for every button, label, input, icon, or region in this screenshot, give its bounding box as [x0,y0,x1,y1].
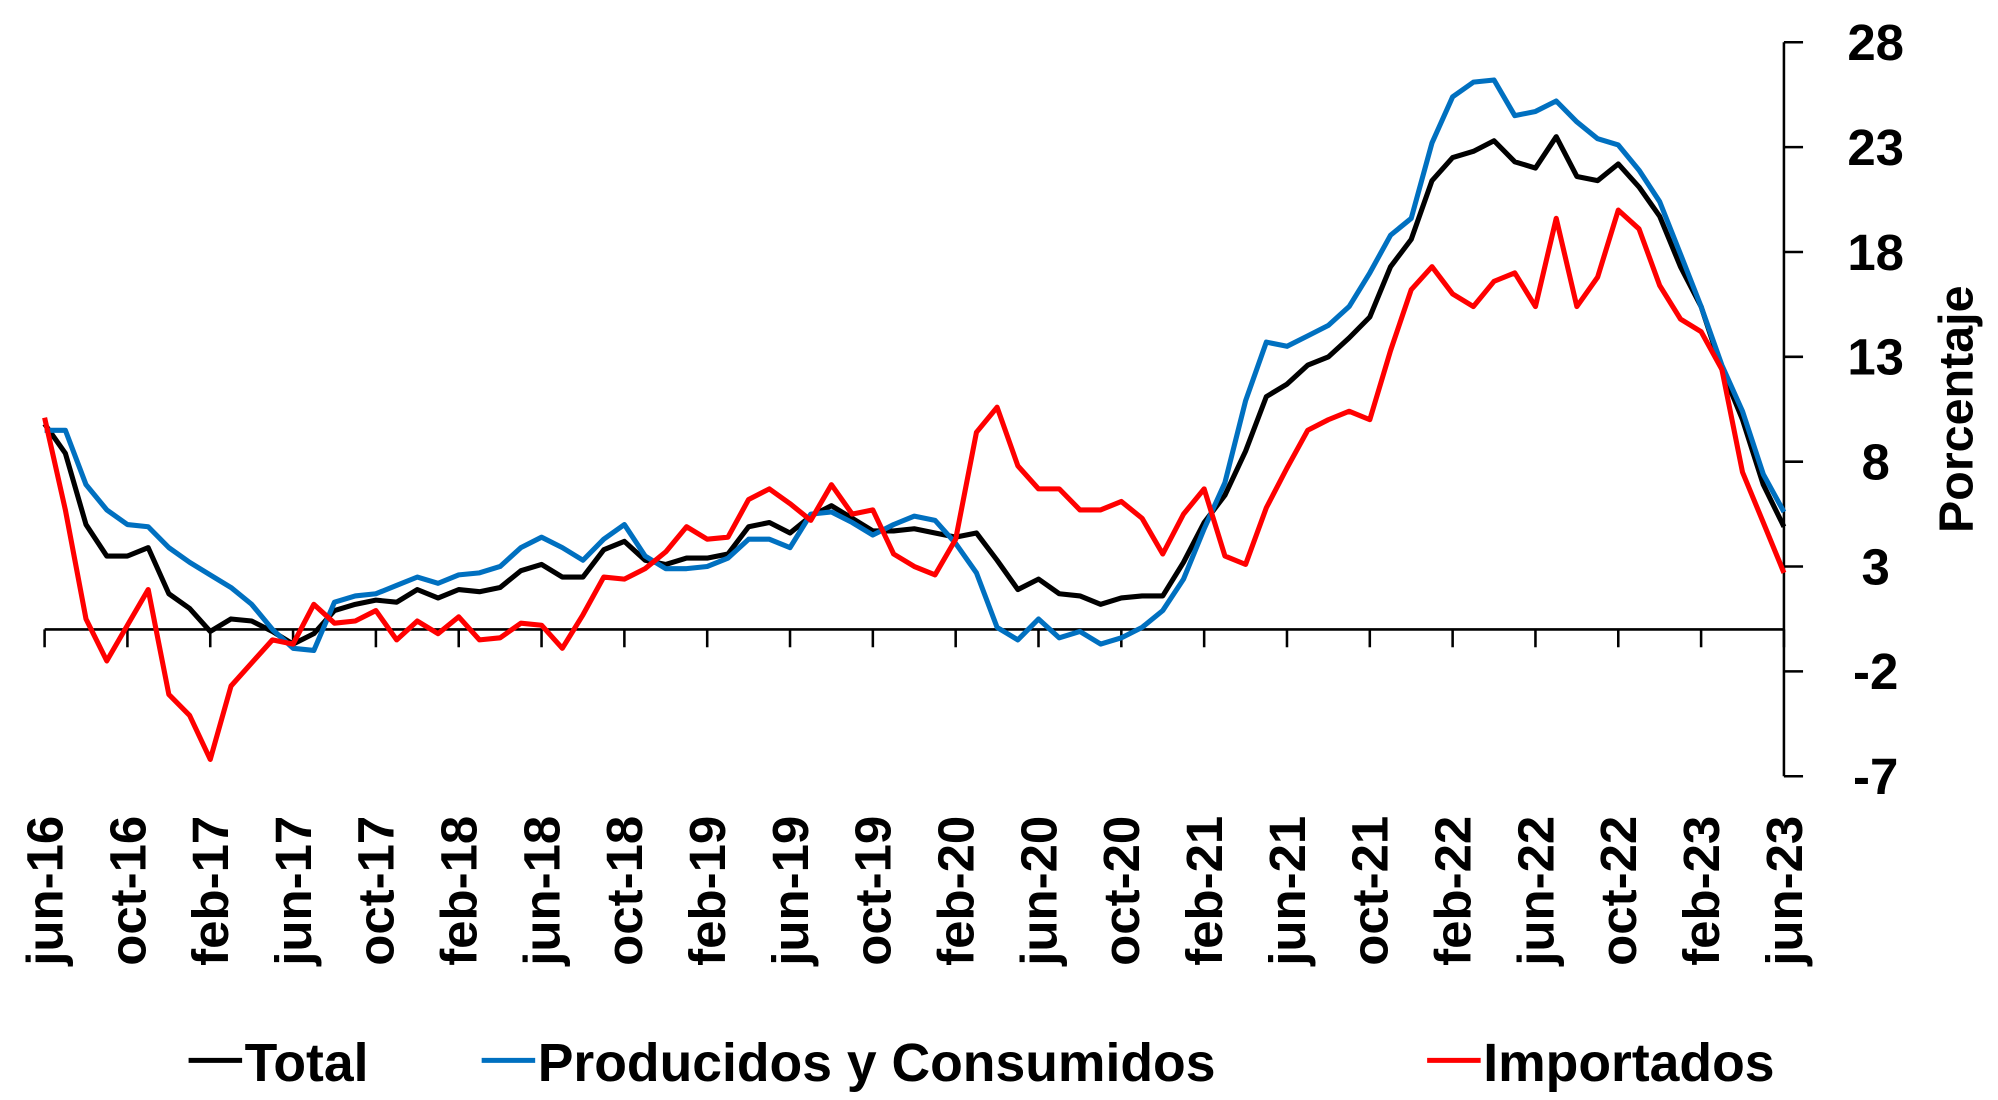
x-tick-label: feb-20 [928,816,985,966]
y-tick-label: -2 [1853,643,1898,700]
x-tick-label: jun-21 [1259,816,1316,967]
legend-label: Total [245,1034,369,1093]
x-tick-label: jun-20 [1010,816,1067,967]
x-tick-label: oct-16 [99,816,156,966]
legend-label: Importados [1483,1034,1774,1093]
y-tick-label: 13 [1847,329,1904,386]
x-tick-label: jun-23 [1756,816,1813,967]
legend-item: Total [188,1034,369,1093]
series-line [42,207,1787,762]
x-tick-label: feb-21 [1176,816,1233,966]
x-tick-label: jun-17 [265,816,322,967]
x-tick-label: oct-20 [1093,816,1150,966]
y-tick-label: 8 [1862,434,1890,491]
y-tick-label: 23 [1847,119,1904,176]
legend-item: Importados [1427,1034,1775,1093]
x-tick-label: feb-22 [1424,816,1481,966]
x-tick-label: jun-16 [16,816,73,967]
x-tick-label: jun-22 [1507,816,1564,967]
series-line [44,77,1787,654]
legend-item: Producidos y Consumidos [481,1034,1216,1093]
x-tick-label: feb-23 [1673,816,1730,966]
x-tick-label: feb-19 [679,816,736,966]
y-tick-label: -7 [1853,748,1898,805]
x-tick-label: feb-18 [431,816,488,966]
y-tick-label: 28 [1847,14,1904,71]
series-line [42,134,1787,647]
y-tick-label: 3 [1862,538,1890,595]
y-tick-label: 18 [1847,224,1904,281]
x-tick-label: feb-17 [182,816,239,966]
x-tick-label: oct-22 [1590,816,1647,966]
y-axis-label: Porcentaje [1930,285,1984,533]
x-tick-label: oct-21 [1342,816,1399,966]
x-tick-label: jun-19 [762,816,819,967]
x-tick-label: oct-19 [845,816,902,966]
legend-label: Producidos y Consumidos [538,1034,1216,1093]
x-tick-label: oct-17 [348,816,405,966]
x-tick-label: oct-18 [596,816,653,966]
x-tick-label: jun-18 [513,816,570,967]
